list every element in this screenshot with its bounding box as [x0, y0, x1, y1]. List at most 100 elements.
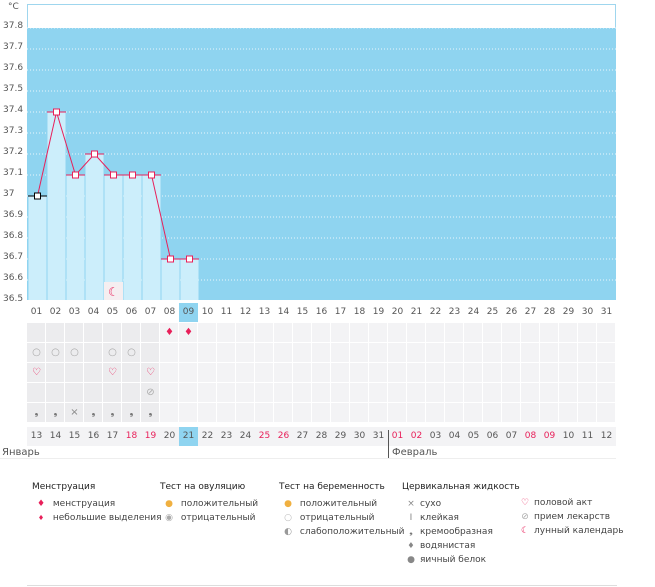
calendar-date-label[interactable]: 31: [369, 427, 388, 446]
marker-cell[interactable]: [483, 363, 501, 382]
marker-cell[interactable]: [84, 383, 102, 402]
marker-cell[interactable]: [483, 323, 501, 342]
cycle-day-label[interactable]: 10: [201, 307, 214, 317]
marker-cell[interactable]: [160, 403, 178, 422]
marker-cell[interactable]: [483, 383, 501, 402]
marker-cell[interactable]: [578, 343, 596, 362]
calendar-date-label[interactable]: 30: [350, 427, 369, 446]
cycle-day-label[interactable]: 31: [600, 307, 613, 317]
marker-cell[interactable]: [369, 323, 387, 342]
marker-cell[interactable]: [103, 323, 121, 342]
marker-cell[interactable]: [312, 363, 330, 382]
marker-cell[interactable]: [597, 383, 615, 402]
marker-cell[interactable]: [141, 343, 159, 362]
marker-cell[interactable]: [198, 363, 216, 382]
marker-cell[interactable]: [464, 343, 482, 362]
marker-cell[interactable]: [84, 363, 102, 382]
cycle-day-label[interactable]: 02: [49, 307, 62, 317]
cycle-day-label[interactable]: 09: [179, 303, 198, 322]
marker-cell[interactable]: [521, 323, 539, 342]
marker-cell[interactable]: [502, 323, 520, 342]
marker-cell[interactable]: [540, 343, 558, 362]
marker-cell[interactable]: [445, 343, 463, 362]
calendar-date-label[interactable]: 02: [407, 427, 426, 446]
cycle-day-label[interactable]: 17: [334, 307, 347, 317]
marker-cell[interactable]: [141, 323, 159, 342]
marker-cell[interactable]: [179, 383, 197, 402]
marker-cell[interactable]: [445, 363, 463, 382]
marker-cell[interactable]: [350, 403, 368, 422]
marker-cell[interactable]: [369, 403, 387, 422]
marker-cell[interactable]: [559, 343, 577, 362]
calendar-date-label[interactable]: 25: [255, 427, 274, 446]
marker-cell[interactable]: [65, 343, 83, 362]
marker-cell[interactable]: [578, 383, 596, 402]
marker-cell[interactable]: [407, 343, 425, 362]
marker-cell[interactable]: [65, 383, 83, 402]
marker-cell[interactable]: [198, 383, 216, 402]
cycle-day-label[interactable]: 27: [524, 307, 537, 317]
cycle-day-label[interactable]: 18: [353, 307, 366, 317]
cycle-day-label[interactable]: 21: [410, 307, 423, 317]
marker-cell[interactable]: [46, 383, 64, 402]
marker-cell[interactable]: [521, 343, 539, 362]
marker-cell[interactable]: [464, 363, 482, 382]
marker-cell[interactable]: [597, 343, 615, 362]
marker-cell[interactable]: [179, 343, 197, 362]
marker-cell[interactable]: [350, 383, 368, 402]
marker-cell[interactable]: [464, 383, 482, 402]
marker-cell[interactable]: [236, 343, 254, 362]
marker-cell[interactable]: [217, 323, 235, 342]
marker-cell[interactable]: [179, 403, 197, 422]
calendar-date-label[interactable]: 19: [141, 427, 160, 446]
marker-cell[interactable]: [198, 403, 216, 422]
marker-cell[interactable]: [27, 323, 45, 342]
marker-cell[interactable]: [559, 323, 577, 342]
calendar-date-label[interactable]: 11: [578, 427, 597, 446]
marker-cell[interactable]: [160, 363, 178, 382]
cycle-day-label[interactable]: 25: [486, 307, 499, 317]
cycle-day-label[interactable]: 13: [258, 307, 271, 317]
marker-cell[interactable]: [255, 383, 273, 402]
cycle-day-label[interactable]: 08: [163, 307, 176, 317]
marker-cell[interactable]: [597, 363, 615, 382]
marker-cell[interactable]: [350, 323, 368, 342]
cycle-day-label[interactable]: 12: [239, 307, 252, 317]
marker-cell[interactable]: [388, 363, 406, 382]
calendar-date-label[interactable]: 28: [312, 427, 331, 446]
calendar-date-label[interactable]: 13: [27, 427, 46, 446]
marker-cell[interactable]: [46, 323, 64, 342]
cycle-day-label[interactable]: 20: [391, 307, 404, 317]
marker-cell[interactable]: [27, 403, 45, 422]
marker-cell[interactable]: [141, 383, 159, 402]
marker-cell[interactable]: [217, 343, 235, 362]
marker-cell[interactable]: [27, 383, 45, 402]
marker-cell[interactable]: [369, 343, 387, 362]
marker-cell[interactable]: [369, 363, 387, 382]
marker-cell[interactable]: [559, 403, 577, 422]
marker-cell[interactable]: [84, 343, 102, 362]
marker-cell[interactable]: [160, 343, 178, 362]
marker-cell[interactable]: [65, 403, 83, 422]
marker-cell[interactable]: [464, 403, 482, 422]
marker-cell[interactable]: [578, 363, 596, 382]
marker-cell[interactable]: [236, 403, 254, 422]
marker-cell[interactable]: [236, 363, 254, 382]
marker-cell[interactable]: [426, 363, 444, 382]
marker-cell[interactable]: [65, 363, 83, 382]
calendar-date-label[interactable]: 07: [502, 427, 521, 446]
marker-cell[interactable]: [407, 363, 425, 382]
marker-cell[interactable]: [445, 383, 463, 402]
marker-cell[interactable]: [141, 363, 159, 382]
marker-cell[interactable]: [521, 403, 539, 422]
cycle-day-label[interactable]: 16: [315, 307, 328, 317]
cycle-day-label[interactable]: 11: [220, 307, 233, 317]
marker-cell[interactable]: [388, 343, 406, 362]
calendar-date-label[interactable]: 14: [46, 427, 65, 446]
marker-cell[interactable]: [217, 383, 235, 402]
calendar-date-label[interactable]: 15: [65, 427, 84, 446]
marker-cell[interactable]: [274, 343, 292, 362]
marker-cell[interactable]: [559, 383, 577, 402]
marker-cell[interactable]: [578, 323, 596, 342]
marker-cell[interactable]: [293, 363, 311, 382]
